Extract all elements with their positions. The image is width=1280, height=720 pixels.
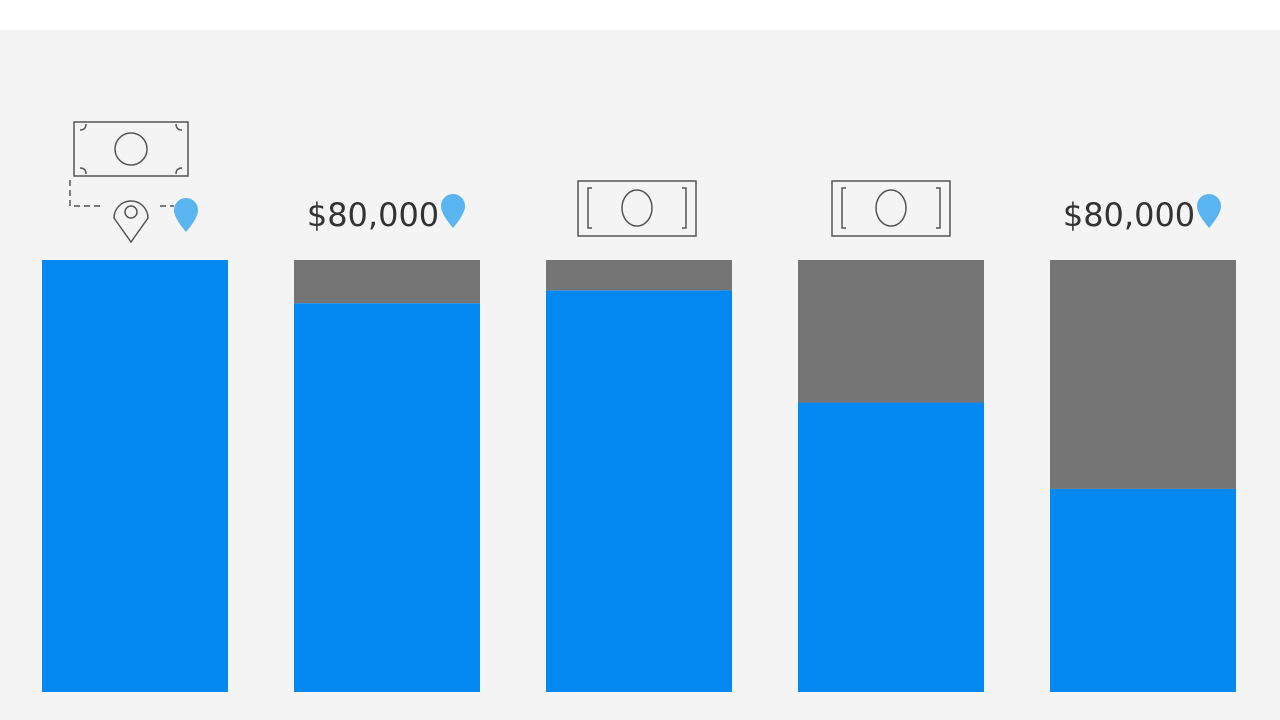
bar-segment xyxy=(546,290,732,692)
connector-icon xyxy=(69,180,174,207)
bar-segment xyxy=(798,402,984,692)
bar-segment xyxy=(42,260,228,692)
bar-segment xyxy=(1050,260,1236,489)
icons xyxy=(69,121,951,244)
location-icon xyxy=(113,200,149,244)
bill-icon xyxy=(831,180,951,237)
pin-icon xyxy=(441,194,465,228)
header-strip xyxy=(0,0,1280,30)
bar-label: $80,000 xyxy=(1063,196,1195,234)
bar-segment xyxy=(294,303,480,692)
bill-icon xyxy=(577,180,697,237)
location-dot xyxy=(124,205,138,219)
bill-icon xyxy=(73,121,189,177)
bar-label: $80,000 xyxy=(307,196,439,234)
bar-segment xyxy=(1050,488,1236,692)
bar-segment xyxy=(546,260,732,291)
pin-icon xyxy=(1197,194,1221,228)
bar-segment xyxy=(294,260,480,304)
bar-segment xyxy=(798,260,984,403)
pin-icon xyxy=(174,198,198,232)
